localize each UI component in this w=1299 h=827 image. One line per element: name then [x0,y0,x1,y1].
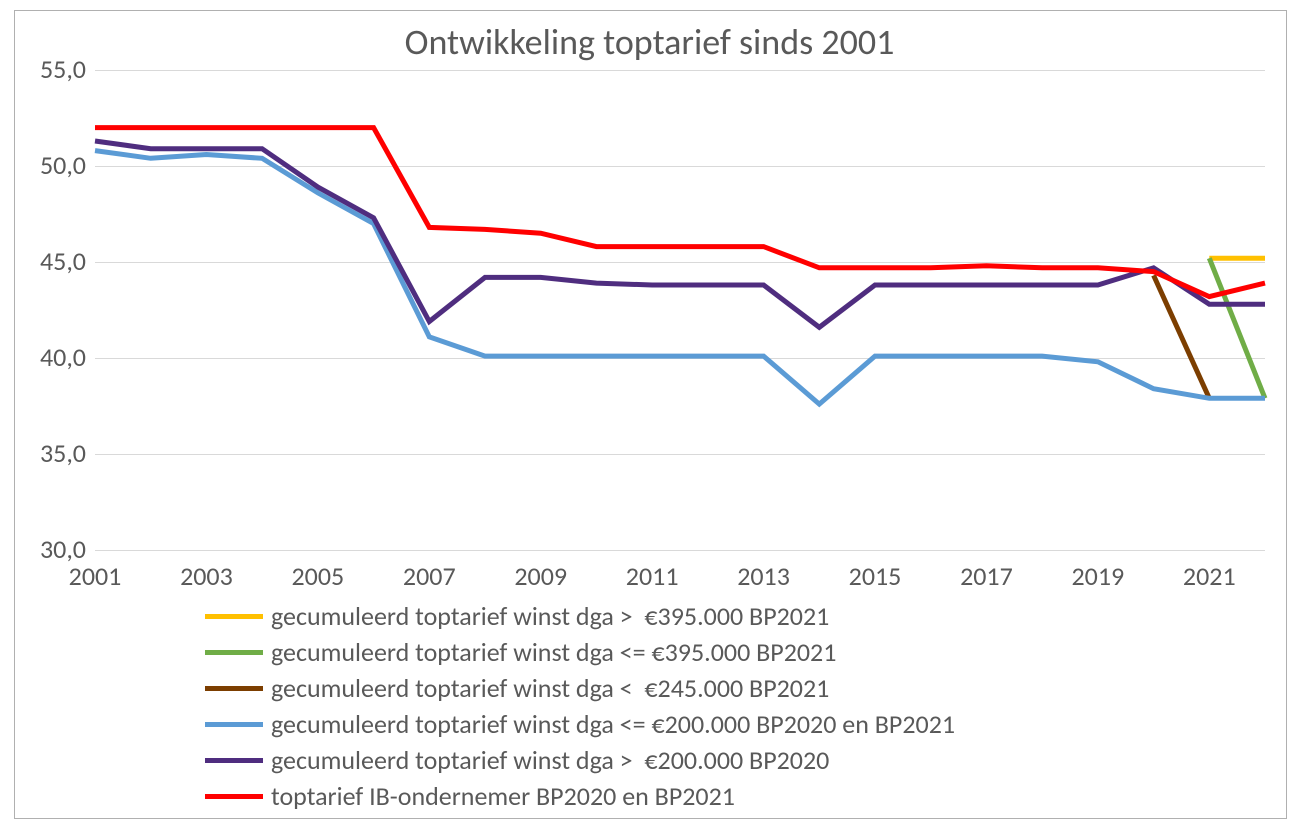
legend-swatch [205,686,263,691]
x-axis-label: 2015 [825,560,925,592]
x-axis-label: 2001 [45,560,145,592]
y-axis-label: 40,0 [16,341,86,373]
chart-container: Ontwikkeling toptarief sinds 2001 30,035… [0,0,1299,827]
x-axis-label: 2011 [602,560,702,592]
legend-label: gecumuleerd toptarief winst dga > €200.0… [271,744,829,776]
legend-label: gecumuleerd toptarief winst dga <= €395.… [271,636,836,668]
legend-item: gecumuleerd toptarief winst dga < €245.0… [205,670,955,706]
x-axis-label: 2013 [714,560,814,592]
series-svg [95,70,1265,550]
legend-label: gecumuleerd toptarief winst dga <= €200.… [271,708,955,740]
legend-swatch [205,650,263,655]
x-axis-label: 2007 [379,560,479,592]
x-axis-label: 2017 [936,560,1036,592]
y-axis-label: 35,0 [16,437,86,469]
chart-title: Ontwikkeling toptarief sinds 2001 [0,20,1299,64]
legend-label: gecumuleerd toptarief winst dga < €245.0… [271,672,829,704]
series-s5 [95,141,1265,327]
legend-item: gecumuleerd toptarief winst dga > €395.0… [205,598,955,634]
y-axis-label: 45,0 [16,245,86,277]
grid-line [95,550,1265,551]
legend-swatch [205,614,263,619]
x-axis-label: 2005 [268,560,368,592]
series-s2 [1209,258,1265,398]
legend-label: gecumuleerd toptarief winst dga > €395.0… [271,600,829,632]
legend-item: gecumuleerd toptarief winst dga <= €200.… [205,706,955,742]
plot-area [95,70,1265,550]
y-axis-label: 50,0 [16,149,86,181]
series-s4 [95,151,1265,405]
legend-swatch [205,758,263,763]
x-axis-label: 2009 [491,560,591,592]
legend-swatch [205,794,263,799]
y-axis-label: 55,0 [16,53,86,85]
x-axis-label: 2021 [1159,560,1259,592]
legend-swatch [205,722,263,727]
legend-item: gecumuleerd toptarief winst dga > €200.0… [205,742,955,778]
legend-item: toptarief IB-ondernemer BP2020 en BP2021 [205,778,955,814]
legend-label: toptarief IB-ondernemer BP2020 en BP2021 [271,780,735,812]
x-axis-label: 2003 [156,560,256,592]
legend: gecumuleerd toptarief winst dga > €395.0… [205,598,955,814]
x-axis-label: 2019 [1048,560,1148,592]
legend-item: gecumuleerd toptarief winst dga <= €395.… [205,634,955,670]
